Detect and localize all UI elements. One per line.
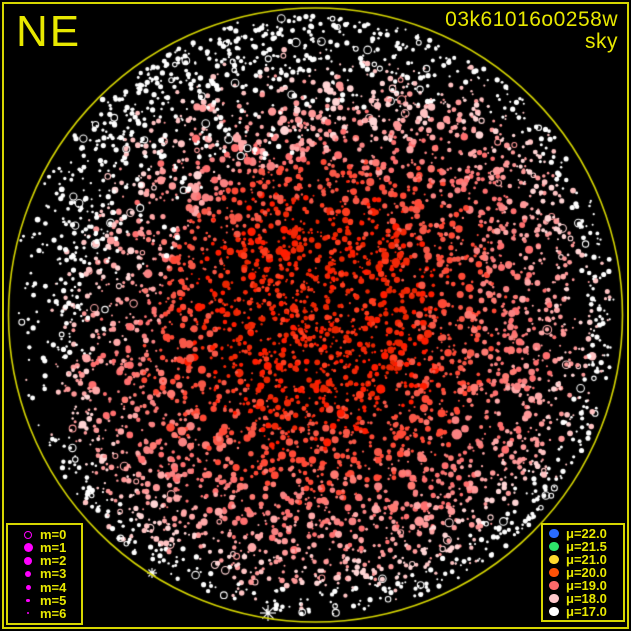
legend-mu-row: μ=21.0 [549, 553, 623, 566]
magnitude-size-legend: m=0 m=1 m=2 m=3 m=4 m=5 m=6 [6, 523, 83, 625]
legend-mu-row: μ=18.0 [549, 592, 623, 605]
color-dot-icon [549, 606, 566, 617]
legend-m-row: m=2 [16, 554, 81, 567]
filled-dot-icon [16, 584, 40, 590]
legend-mu-row: μ=17.0 [549, 605, 623, 618]
legend-m-label: m=5 [40, 592, 67, 608]
filled-dot-icon [16, 556, 40, 565]
filled-dot-icon [16, 598, 40, 603]
legend-mu-row: μ=21.5 [549, 540, 623, 553]
color-dot-icon [549, 528, 566, 539]
mu-color-legend: μ=22.0 μ=21.5 μ=21.0 μ=20.0 μ=19.0 μ=18.0 μ=17… [541, 523, 625, 622]
legend-m-label: m=6 [40, 605, 67, 621]
legend-m-row: m=5 [16, 594, 81, 607]
filled-dot-icon [16, 612, 40, 615]
filled-dot-icon [16, 570, 40, 578]
exposure-title: 03k61016o0258w [445, 8, 618, 31]
plot-subtitle: sky [585, 30, 618, 53]
legend-m-row: m=0 [16, 528, 81, 541]
legend-mu-label: μ=19.0 [566, 578, 607, 593]
legend-m-label: m=1 [40, 540, 67, 556]
legend-m-label: m=0 [40, 527, 67, 543]
quadrant-label: NE [16, 7, 82, 56]
filled-dot-icon [16, 543, 40, 553]
legend-mu-label: μ=17.0 [566, 604, 607, 619]
legend-mu-row: μ=20.0 [549, 566, 623, 579]
legend-mu-row: μ=22.0 [549, 527, 623, 540]
color-dot-icon [549, 567, 566, 578]
legend-m-label: m=2 [40, 553, 67, 569]
color-dot-icon [549, 554, 566, 565]
legend-m-row: m=4 [16, 581, 81, 594]
legend-m-row: m=1 [16, 541, 81, 554]
open-circle-icon [16, 530, 40, 539]
legend-mu-label: μ=20.0 [566, 565, 607, 580]
legend-mu-row: μ=19.0 [549, 579, 623, 592]
legend-mu-label: μ=21.5 [566, 539, 607, 554]
color-dot-icon [549, 580, 566, 591]
legend-mu-label: μ=21.0 [566, 552, 607, 567]
legend-mu-label: μ=18.0 [566, 591, 607, 606]
legend-mu-label: μ=22.0 [566, 526, 607, 541]
legend-m-label: m=3 [40, 566, 67, 582]
legend-m-label: m=4 [40, 579, 67, 595]
color-dot-icon [549, 593, 566, 604]
color-dot-icon [549, 541, 566, 552]
legend-m-row: m=3 [16, 567, 81, 580]
legend-m-row: m=6 [16, 607, 81, 620]
